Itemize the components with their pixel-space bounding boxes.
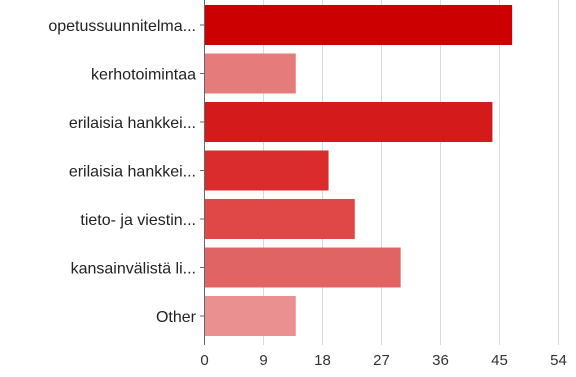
- x-tick-label: 54: [550, 352, 567, 369]
- bars: [205, 5, 513, 336]
- bar: [205, 150, 329, 191]
- category-labels: opetussuunnitelma... kerhotoimintaa erilai…: [48, 18, 204, 326]
- category-label: opetussuunnitelma...: [48, 18, 196, 35]
- x-tick-label: 27: [373, 352, 390, 369]
- x-axis-ticks: 0 9 18 27 36 45 54: [200, 352, 567, 369]
- category-label: tieto- ja viestin...: [80, 212, 196, 229]
- bar: [205, 53, 296, 94]
- category-label: Other: [156, 309, 197, 326]
- category-label: erilaisia hankkei...: [69, 164, 196, 181]
- x-tick-label: 9: [259, 352, 267, 369]
- category-label: kerhotoimintaa: [91, 67, 196, 84]
- bar: [205, 296, 296, 336]
- x-tick-label: 36: [432, 352, 449, 369]
- bar: [205, 199, 355, 239]
- x-tick-label: 45: [491, 352, 508, 369]
- x-tick-label: 0: [200, 352, 208, 369]
- category-label: erilaisia hankkei...: [69, 115, 196, 132]
- category-label: kansainvälistä li...: [71, 261, 196, 278]
- bar: [205, 247, 401, 288]
- x-tick-label: 18: [314, 352, 331, 369]
- bar: [205, 5, 513, 45]
- bar: [205, 102, 493, 142]
